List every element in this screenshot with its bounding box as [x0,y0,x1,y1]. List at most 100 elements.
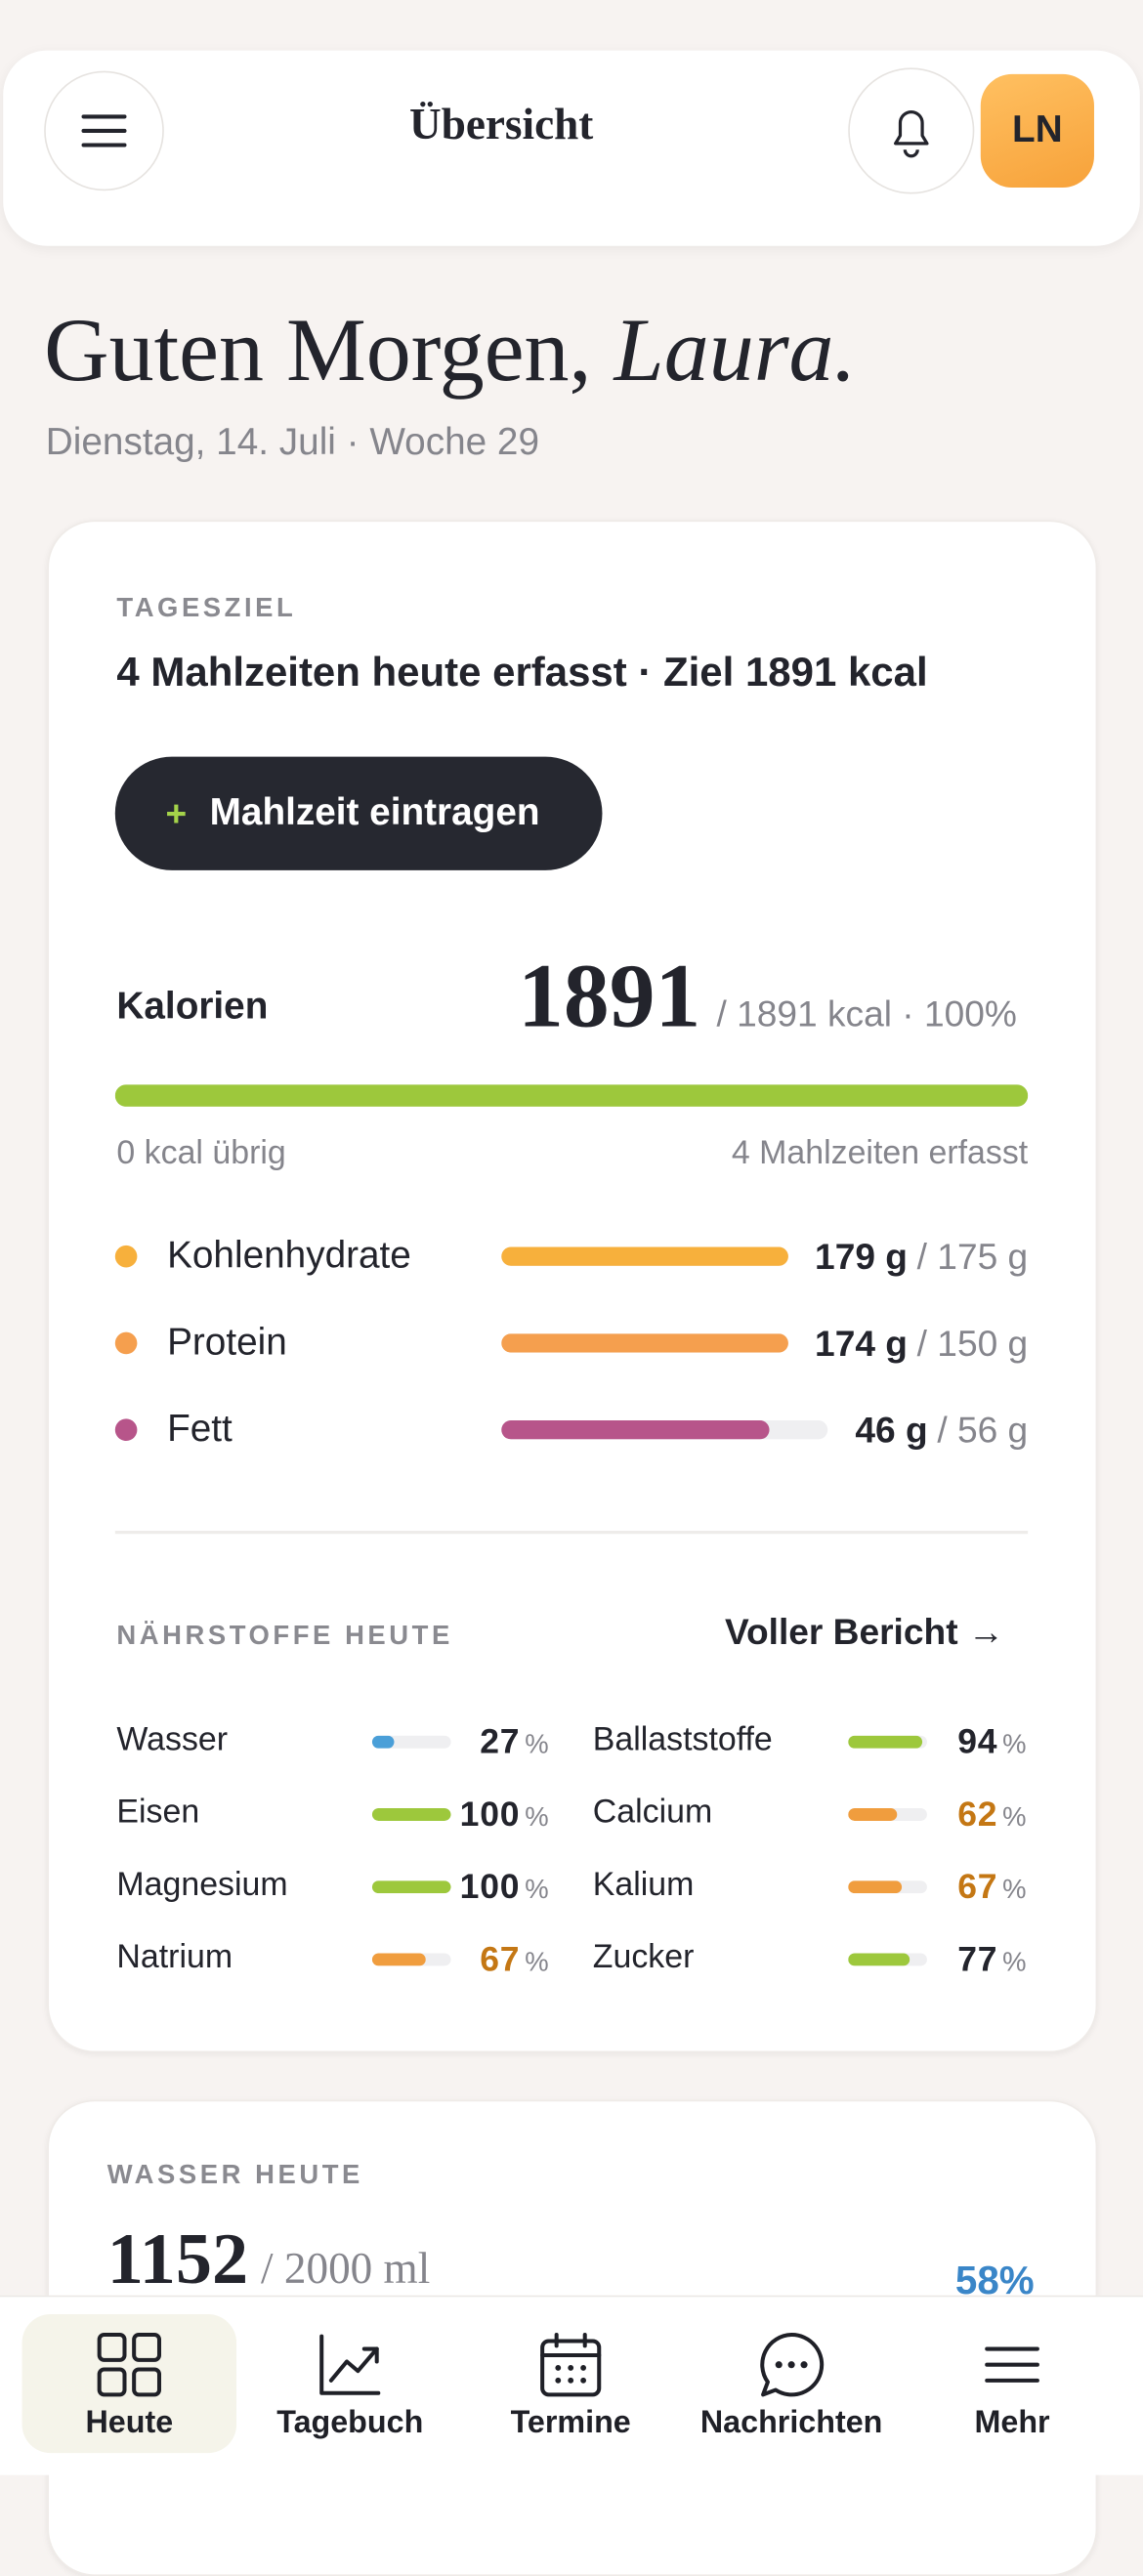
nutrient-amount: 100% [460,1795,549,1836]
nutrient-value: 100 [459,1866,521,1907]
calories-label: Kalorien [116,985,269,1029]
nutrient-bar [371,1808,451,1821]
meals-count: 4 Mahlzeiten erfasst [731,1134,1029,1172]
nutrient-track [371,1953,451,1966]
nav-icon [97,2333,162,2397]
nutrient-track [848,1735,927,1749]
macro-target: / 175 g [916,1236,1029,1278]
nav-icon [540,2333,602,2397]
nutrient-unit: % [525,1874,549,1905]
nutrient-bar [848,1953,910,1966]
macro-amount: 46 g/ 56 g [855,1410,1028,1453]
goal-summary: 4 Mahlzeiten heute erfasst · Ziel 1891 k… [116,648,928,696]
water-value: 1152 [106,2217,249,2299]
screen: Übersicht LN Guten Morgen, Laura. Dienst… [0,50,1143,2576]
nutrient-track [371,1808,451,1821]
nav-active-bg [21,2314,237,2454]
macro-target: / 150 g [916,1322,1029,1364]
calories-track [114,1084,1029,1107]
nutrient-amount: 67% [480,1939,548,1980]
menu-icon [81,114,127,148]
nutrient-value: 67 [480,1938,521,1979]
divider [114,1530,1029,1535]
nutrient-name: Eisen [116,1794,200,1831]
nutrient-value: 27 [480,1721,521,1761]
nav-label: Termine [510,2405,631,2441]
nav-item[interactable]: Heute [22,2314,236,2453]
macro-track [501,1246,788,1266]
button-label: Mahlzeit eintragen [209,791,540,834]
macro-amount: 179 g/ 175 g [815,1236,1028,1279]
nutrient-value: 94 [957,1721,998,1761]
menu-button[interactable] [44,70,164,191]
page: {"header": {"title": "Übersicht", "avata… [0,50,1143,2576]
calories-value: 1891 [518,944,701,1047]
macro-dot [114,1418,138,1442]
macro-target: / 56 g [937,1409,1029,1451]
nutrient-track [848,1808,927,1821]
nutrients-title: NÄHRSTOFFE HEUTE [116,1620,453,1651]
nutrient-name: Calcium [592,1794,713,1831]
goal-card [47,520,1098,2053]
nav-item[interactable]: Termine [463,2314,677,2453]
macro-track [501,1333,788,1353]
nutrient-amount: 27% [480,1721,548,1762]
calories-value-row: 1891 / 1891 kcal · 100% [518,943,1017,1048]
macro-value: 46 g [855,1409,928,1451]
full-report-link[interactable]: Voller Bericht → [724,1611,1004,1653]
nutrient-unit: % [1002,1874,1027,1905]
bell-icon [894,110,929,158]
page-title: Übersicht [409,101,594,150]
date: Dienstag, 14. Juli · Woche 29 [45,420,540,464]
nutrient-name: Wasser [116,1721,229,1758]
nutrient-value: 100 [459,1794,521,1834]
nutrient-amount: 94% [957,1721,1026,1762]
nutrient-track [371,1735,451,1749]
nutrient-name: Magnesium [116,1866,288,1903]
nutrient-bar [848,1880,902,1894]
macro-name: Protein [167,1321,287,1364]
nav-item[interactable]: Tagebuch [243,2314,457,2453]
nutrient-amount: 77% [957,1939,1026,1980]
macro-dot [114,1331,138,1355]
nutrient-unit: % [1002,1729,1027,1760]
nutrient-name: Kalium [592,1866,695,1903]
macro-bar [501,1333,788,1353]
nutrient-unit: % [1002,1801,1027,1833]
macro-name: Fett [167,1408,233,1451]
nutrient-value: 62 [957,1794,998,1834]
nutrient-track [371,1880,451,1894]
water-target: / 2000 ml [261,2245,431,2295]
nav-icon [319,2334,381,2395]
nav-item[interactable]: Nachrichten [684,2314,898,2453]
calories-bar [114,1084,1029,1107]
nutrient-name: Ballaststoffe [592,1721,773,1758]
macro-amount: 174 g/ 150 g [815,1323,1028,1366]
button-icon: + [165,792,188,834]
nutrient-amount: 62% [957,1795,1026,1836]
nutrient-bar [371,1735,394,1749]
notifications-button[interactable] [848,67,975,194]
add-meal-button[interactable]: + Mahlzeit eintragen [114,756,603,870]
nutrient-bar [371,1880,451,1894]
nav-item[interactable]: Mehr [905,2314,1119,2453]
nutrient-unit: % [525,1947,549,1977]
nutrient-bar [848,1808,898,1821]
nav-label: Tagebuch [276,2405,424,2441]
nutrient-name: Zucker [592,1938,695,1976]
macro-bar [501,1420,770,1440]
nutrient-name: Natrium [116,1938,233,1976]
macro-bar [501,1246,788,1266]
avatar[interactable]: LN [980,73,1094,189]
macro-name: Kohlenhydrate [167,1234,411,1278]
nutrient-track [848,1880,927,1894]
nutrient-amount: 67% [957,1867,1026,1908]
nav-label: Heute [85,2405,174,2441]
water-label: WASSER HEUTE [106,2159,363,2190]
calories-detail: / 1891 kcal · 100% [716,992,1017,1035]
nutrient-value: 77 [957,1938,998,1979]
nutrient-unit: % [525,1729,549,1760]
water-value-row: 1152 / 2000 ml [107,2217,431,2301]
nutrient-unit: % [1002,1947,1027,1977]
nutrient-amount: 100% [460,1867,549,1908]
